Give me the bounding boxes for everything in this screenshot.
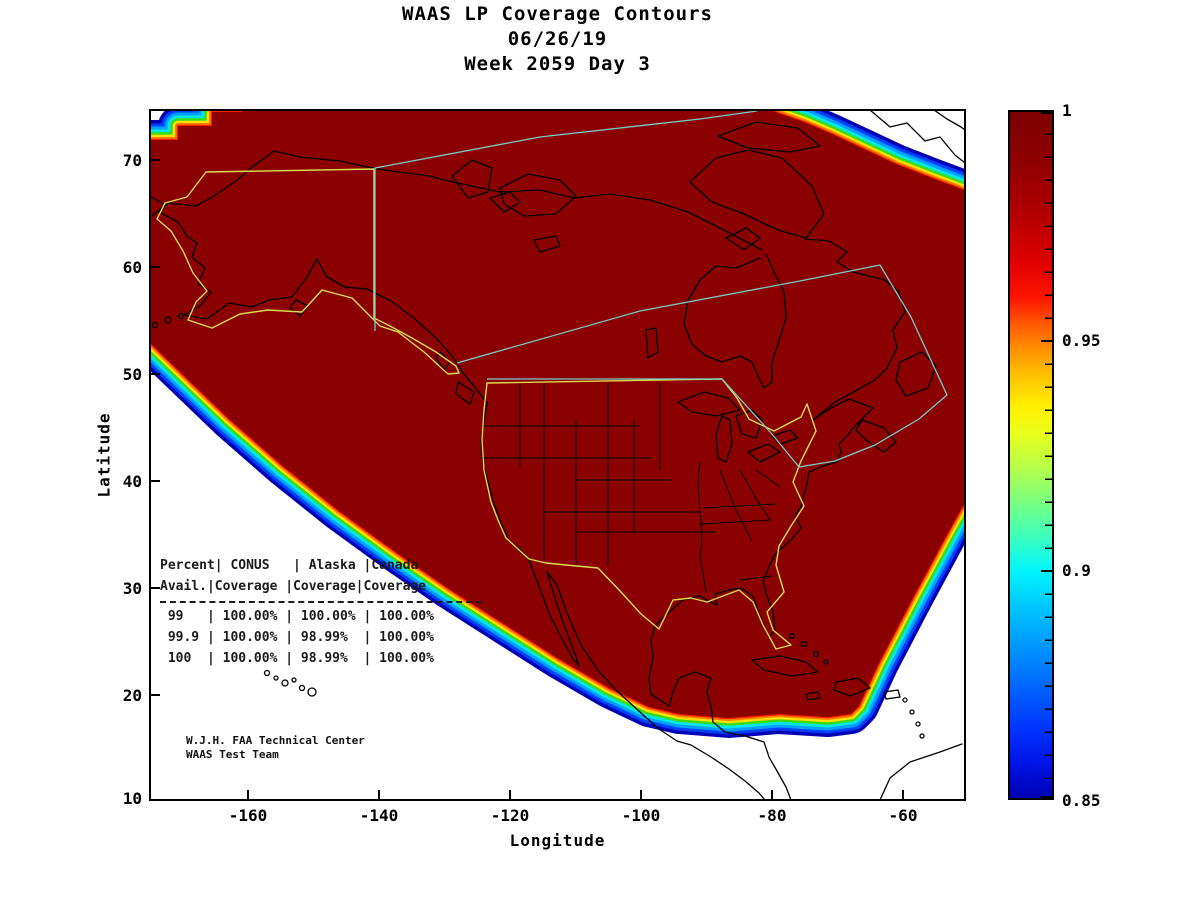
x-tick-label: -120	[490, 806, 530, 825]
axis-tick-marks	[150, 159, 904, 800]
credit-line-2: WAAS Test Team	[186, 748, 279, 761]
greenland-coast-2	[933, 110, 965, 131]
hispaniola	[833, 677, 871, 697]
y-tick-label: 30	[122, 579, 142, 598]
x-axis-label: Longitude	[509, 831, 606, 850]
colorbar-minor-ticks	[1045, 112, 1052, 798]
coverage-table-row: 100 | 100.00% | 98.99% | 100.00%	[160, 651, 434, 666]
plot-title-line-2: 06/26/19	[507, 28, 608, 50]
victoria-island	[499, 173, 577, 217]
y-tick-label: 50	[122, 365, 142, 384]
lake-michigan	[715, 415, 733, 463]
great-slave-lake	[533, 235, 561, 253]
bahamas-island	[823, 659, 829, 665]
lesser-antilles-island	[909, 709, 915, 715]
kodiak-island	[289, 299, 309, 317]
colorbar-tick-label: 0.95	[1062, 331, 1101, 350]
puerto-rico	[883, 689, 901, 700]
lake-superior	[677, 391, 741, 417]
lake-erie	[747, 443, 781, 463]
y-axis-label: Latitude	[94, 412, 114, 498]
jamaica	[805, 691, 821, 701]
alaska-outline	[156, 168, 460, 375]
conus-outline	[481, 378, 817, 650]
y-tick-label: 70	[122, 151, 142, 170]
siberia-tip	[150, 195, 166, 217]
hawaii-islands	[263, 669, 317, 697]
greenland-coast	[869, 110, 965, 164]
colorbar-tick	[1041, 796, 1052, 798]
great-bear-lake	[489, 191, 521, 213]
x-tick-label: -100	[621, 806, 661, 825]
x-tick-label: -80	[757, 806, 787, 825]
nova-scotia	[855, 419, 897, 453]
colorbar-tick	[1041, 340, 1052, 342]
credit-annotation: W.J.H. FAA Technical Center WAAS Test Te…	[186, 734, 365, 762]
aleutian-island	[164, 316, 172, 324]
aleutian-island	[151, 321, 159, 329]
service-volume-outline-cyan	[374, 110, 948, 468]
lesser-antilles-island	[919, 733, 925, 739]
colorbar-tick	[1041, 112, 1052, 114]
bahamas-island	[800, 640, 808, 648]
x-tick-label: -60	[888, 806, 918, 825]
y-tick-label: 60	[122, 258, 142, 277]
colorbar-tick-label: 0.9	[1062, 561, 1091, 580]
colorbar-tick-label: 1	[1062, 101, 1072, 120]
colorbar	[1008, 110, 1054, 800]
coverage-table-row: 99.9 | 100.00% | 98.99% | 100.00%	[160, 630, 434, 645]
state-borders	[481, 383, 781, 593]
coastline-pacific	[158, 150, 766, 800]
y-tick-label: 10	[122, 789, 142, 808]
south-america-coast	[879, 743, 963, 800]
plot-frame	[149, 109, 966, 801]
bahamas-island	[812, 650, 820, 658]
devon-island	[717, 121, 821, 153]
credit-line-1: W.J.H. FAA Technical Center	[186, 734, 365, 747]
plot-title-line-3: Week 2059 Day 3	[464, 53, 651, 75]
colorbar-tick-label: 0.85	[1062, 791, 1101, 810]
coverage-table: Percent| CONUS | Alaska |Canada Avail.|C…	[160, 555, 482, 669]
plot-title: WAAS LP Coverage Contours 06/26/19 Week …	[150, 2, 965, 77]
x-tick-label: -160	[228, 806, 268, 825]
banks-island	[451, 159, 493, 199]
plot-title-line-1: WAAS LP Coverage Contours	[402, 3, 713, 25]
newfoundland	[895, 351, 937, 397]
coverage-table-row: 99 | 100.00% | 100.00% | 100.00%	[160, 609, 434, 624]
cuba	[751, 655, 819, 677]
x-tick-label: -140	[359, 806, 399, 825]
lesser-antilles-island	[915, 721, 921, 727]
bahamas-island	[788, 632, 796, 640]
coastline-atlantic	[648, 238, 906, 800]
coastlines	[150, 110, 965, 800]
coverage-table-header-1: Percent| CONUS | Alaska |Canada	[160, 558, 419, 573]
region-outlines-yellow	[156, 168, 817, 650]
coverage-table-header-2: Avail.|Coverage |Coverage|Coverage	[160, 579, 427, 594]
y-tick-label: 40	[122, 472, 142, 491]
lake-winnipeg	[645, 327, 659, 359]
coastline-arctic	[371, 167, 763, 251]
lesser-antilles-island	[902, 697, 908, 703]
y-tick-label: 20	[122, 686, 142, 705]
hudson-bay-outline	[683, 253, 787, 389]
vancouver-island	[455, 381, 475, 405]
aleutian-island	[177, 312, 185, 320]
coverage-table-divider	[160, 601, 482, 603]
baffin-island	[689, 149, 825, 239]
lake-huron	[735, 409, 763, 439]
colorbar-tick	[1041, 570, 1052, 572]
southampton-island	[725, 227, 761, 251]
